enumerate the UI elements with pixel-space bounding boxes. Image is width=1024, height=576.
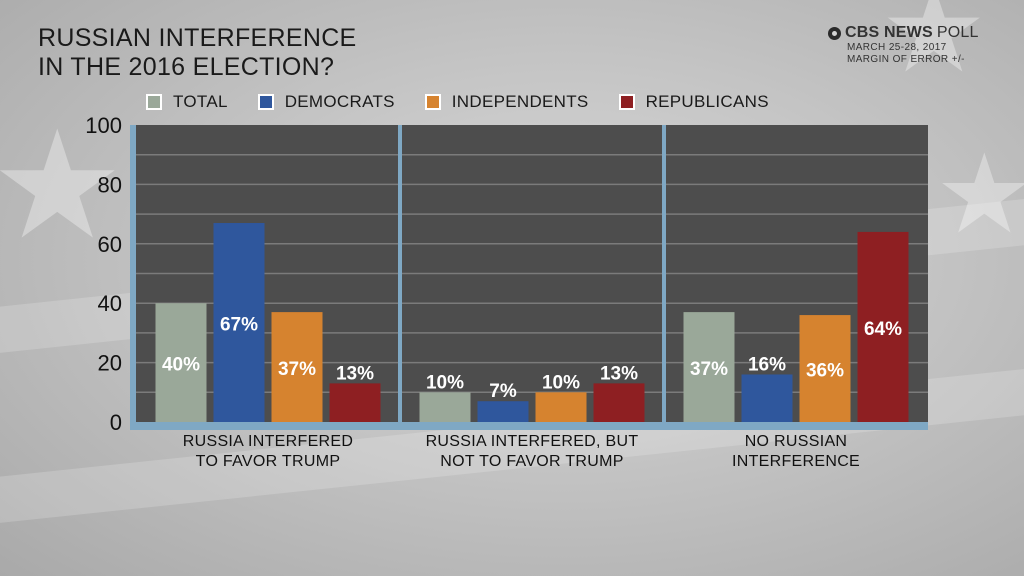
brand-name: CBS NEWS (845, 24, 933, 41)
data-label: 13% (336, 363, 374, 384)
legend-label: REPUBLICANS (645, 92, 769, 111)
y-tick-label: 60 (98, 232, 122, 257)
legend-label: DEMOCRATS (284, 92, 395, 111)
data-label: 13% (600, 363, 638, 384)
data-label: 10% (542, 372, 580, 393)
x-category-label: NO RUSSIAN (745, 433, 848, 450)
bar (155, 303, 207, 422)
title-line-1: RUSSIAN INTERFERENCE (38, 24, 357, 52)
x-category-label: RUSSIA INTERFERED, BUT (426, 433, 639, 450)
legend-label: TOTAL (173, 92, 228, 111)
data-label: 16% (748, 354, 786, 375)
data-label: 37% (278, 359, 316, 380)
source-brand: CBS NEWS POLL (828, 24, 979, 42)
y-tick-label: 80 (98, 172, 122, 197)
bar (419, 392, 471, 422)
data-label: 40% (162, 355, 200, 376)
y-tick-label: 100 (85, 113, 122, 138)
legend-swatch (146, 94, 162, 110)
brand-suffix: POLL (936, 24, 979, 41)
x-category-label: NOT TO FAVOR TRUMP (440, 453, 624, 470)
legend: TOTAL DEMOCRATS INDEPENDENTS REPUBLICANS (146, 92, 799, 112)
x-category-label: TO FAVOR TRUMP (196, 453, 341, 470)
title-line-2: IN THE 2016 ELECTION? (38, 53, 335, 81)
legend-item: TOTAL (146, 92, 228, 112)
x-axis-line (130, 422, 928, 430)
legend-swatch (618, 94, 635, 110)
y-tick-label: 20 (98, 351, 122, 376)
data-label: 64% (864, 319, 902, 340)
bar (271, 312, 323, 422)
bar (741, 374, 793, 422)
y-tick-label: 0 (110, 410, 122, 435)
x-category-label: RUSSIA INTERFERED (183, 433, 353, 450)
bar (329, 383, 381, 422)
legend-item: REPUBLICANS (618, 92, 769, 112)
bar (477, 401, 529, 422)
legend-label: INDEPENDENTS (451, 92, 589, 111)
poll-dates: MARCH 25-28, 2017 (847, 42, 947, 53)
data-label: 37% (690, 359, 728, 380)
bar (857, 231, 909, 422)
bar (535, 392, 587, 422)
data-label: 36% (806, 361, 844, 382)
data-label: 10% (426, 372, 464, 393)
legend-swatch (257, 94, 274, 110)
y-axis-line (130, 125, 136, 430)
margin-of-error: MARGIN OF ERROR +/- (847, 54, 965, 65)
legend-item: DEMOCRATS (257, 92, 395, 112)
bar (799, 315, 851, 422)
legend-item: INDEPENDENTS (424, 92, 589, 112)
poll-source: CBS NEWS POLL MARCH 25-28, 2017 MARGIN O… (828, 24, 979, 66)
bar (213, 223, 265, 422)
bar (593, 383, 645, 422)
x-category-label: INTERFERENCE (732, 453, 860, 470)
star-icon: ★ (935, 133, 1024, 256)
star-icon: ★ (880, 0, 988, 97)
y-tick-label: 40 (98, 291, 122, 316)
data-label: 7% (489, 381, 517, 402)
chart-title: RUSSIAN INTERFERENCE IN THE 2016 ELECTIO… (38, 24, 357, 82)
bar (683, 312, 735, 422)
legend-swatch (424, 94, 441, 110)
cbs-eye-icon (828, 26, 841, 40)
star-icon: ★ (0, 101, 125, 269)
data-label: 67% (220, 315, 258, 336)
